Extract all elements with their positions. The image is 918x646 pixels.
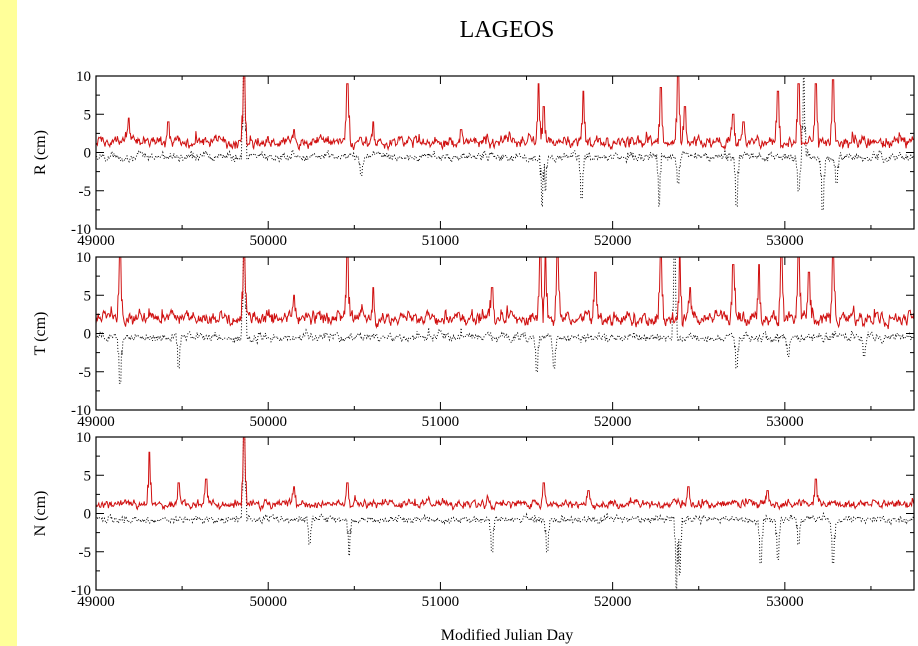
y-tick-label: 0	[84, 327, 92, 343]
x-tick-label: 50000	[249, 594, 287, 610]
x-tick-label: 53000	[766, 414, 804, 430]
x-tick-label: 49000	[77, 233, 115, 249]
y-tick-label: 0	[84, 507, 92, 523]
y-tick-label: 5	[84, 288, 92, 304]
x-axis-label: Modified Julian Day	[441, 627, 573, 644]
x-tick-label: 51000	[422, 233, 460, 249]
x-tick-label: 49000	[77, 594, 115, 610]
x-tick-label: 51000	[422, 414, 460, 430]
x-tick-label: 52000	[594, 594, 632, 610]
x-tick-label: 53000	[766, 594, 804, 610]
y-axis-label: T (cm)	[32, 312, 49, 356]
x-tick-label: 52000	[594, 233, 632, 249]
y-tick-label: -10	[71, 222, 91, 238]
x-tick-label: 53000	[766, 233, 804, 249]
y-axis-label: R (cm)	[32, 130, 49, 175]
y-tick-label: -5	[79, 365, 92, 381]
panel-r: -10 -5 0 5 10 49000 50000 51000 52000 53000 R (cm)	[32, 69, 915, 249]
y-tick-label: 10	[76, 69, 91, 85]
y-tick-label: 10	[76, 430, 91, 446]
y-tick-label: -5	[79, 184, 92, 200]
series-red-solid	[95, 436, 915, 513]
x-tick-label: 50000	[249, 414, 287, 430]
panel-n: -10 -5 0 5 10 49000 50000 51000 52000 53000 N (cm)	[32, 430, 915, 610]
y-axis-label: N (cm)	[32, 491, 49, 537]
x-tick-label: 50000	[249, 233, 287, 249]
y-tick-label: 5	[84, 468, 92, 484]
x-tick-label: 52000	[594, 414, 632, 430]
plot-frame	[95, 436, 915, 591]
y-tick-label: -10	[71, 403, 91, 419]
series-black-dotted	[95, 75, 915, 211]
series-black-dotted	[95, 436, 915, 591]
y-tick-label: -10	[71, 583, 91, 599]
series-black-dotted	[95, 256, 914, 384]
series-red-solid	[95, 75, 914, 152]
chart-frame: LAGEOS -10 -5 0 5 10 49000 50000 51000 52000 5300…	[17, 0, 918, 646]
y-tick-label: 5	[84, 107, 92, 123]
x-tick-label: 49000	[77, 414, 115, 430]
chart-title: LAGEOS	[460, 17, 555, 43]
y-tick-label: -5	[79, 545, 92, 561]
plot-frame	[95, 75, 915, 230]
x-tick-label: 51000	[422, 594, 460, 610]
y-tick-label: 10	[76, 250, 91, 266]
plot-frame	[95, 256, 915, 411]
y-tick-label: 0	[84, 146, 92, 162]
series-red-solid	[95, 256, 915, 330]
panel-t: -10 -5 0 5 10 49000 50000 51000 52000 53000 T (cm)	[32, 250, 915, 430]
